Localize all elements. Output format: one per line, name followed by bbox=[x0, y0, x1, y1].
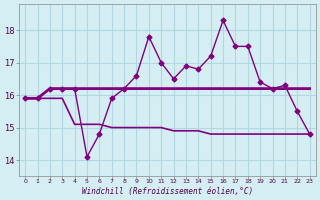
X-axis label: Windchill (Refroidissement éolien,°C): Windchill (Refroidissement éolien,°C) bbox=[82, 187, 253, 196]
